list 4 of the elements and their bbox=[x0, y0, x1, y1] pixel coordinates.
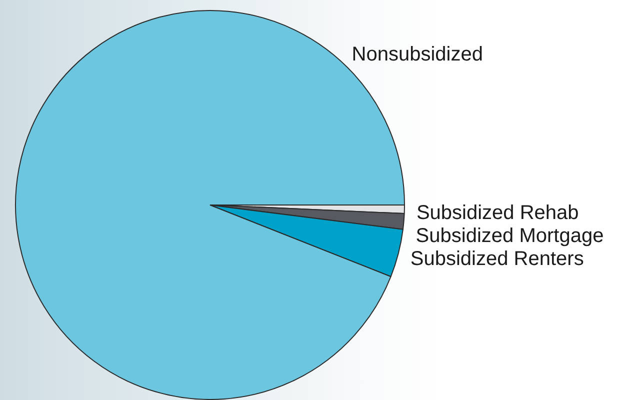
slice-label: Subsidized Mortgage bbox=[416, 224, 604, 247]
slice-label: Subsidized Rehab bbox=[416, 202, 579, 224]
slice-label: Nonsubsidized bbox=[352, 44, 483, 66]
slice-label: Subsidized Renters bbox=[410, 248, 584, 270]
